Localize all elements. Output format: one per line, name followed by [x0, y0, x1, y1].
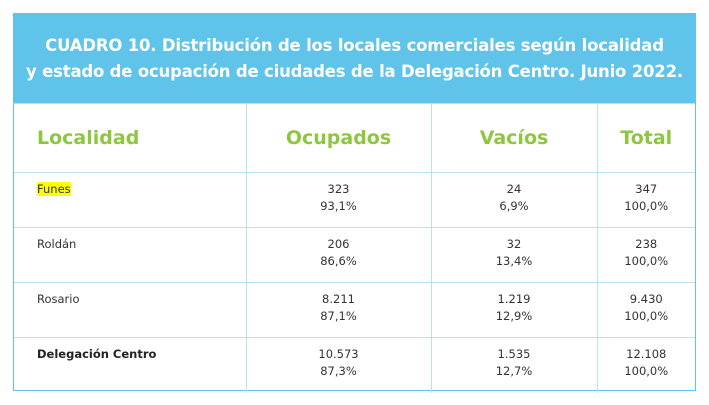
title-line-2: y estado de ocupación de ciudades de la …	[26, 61, 683, 81]
vacios-pct: 12,7%	[495, 364, 533, 378]
highlighted-localidad: Funes	[37, 182, 71, 196]
ocupados-value: 206	[327, 237, 350, 251]
ocupados-value: 323	[327, 182, 350, 196]
total-value: 347	[635, 182, 658, 196]
vacios-value: 32	[506, 237, 522, 251]
total-value: 238	[635, 237, 658, 251]
total-pct: 100,0%	[624, 254, 669, 268]
vacios-value: 1.535	[497, 347, 531, 361]
data-table: Localidad Ocupados Vacíos Total Funes 32…	[14, 103, 695, 393]
cell-total: 238 100,0%	[596, 227, 695, 283]
table-row: Rosario 8.211 87,1% 1.219 12,9% 9.430 100,0…	[14, 282, 695, 338]
table-row-total: Delegación Centro 10.573 87,3% 1.535 12,7%…	[14, 337, 695, 393]
header-total: Total	[596, 103, 695, 173]
cell-ocupados: 323 93,1%	[245, 172, 432, 228]
header-row: Localidad Ocupados Vacíos Total	[14, 103, 695, 173]
table-row: Roldán 206 86,6% 32 13,4% 238 100,0%	[14, 227, 695, 283]
ocupados-pct: 87,3%	[320, 364, 357, 378]
cell-total: 12.108 100,0%	[596, 337, 695, 393]
vacios-pct: 12,9%	[495, 309, 533, 323]
title-line-1: CUADRO 10. Distribución de los locales c…	[45, 35, 664, 55]
cell-vacios: 32 13,4%	[430, 227, 598, 283]
vacios-value: 1.219	[497, 292, 531, 306]
table-row: Funes 323 93,1% 24 6,9% 347 100,0%	[14, 172, 695, 228]
cell-localidad: Funes	[14, 172, 247, 228]
cell-total: 9.430 100,0%	[596, 282, 695, 338]
total-pct: 100,0%	[624, 199, 669, 213]
table-frame: CUADRO 10. Distribución de los locales c…	[13, 13, 696, 393]
cell-ocupados: 206 86,6%	[245, 227, 432, 283]
cell-localidad: Delegación Centro	[14, 337, 247, 393]
cell-ocupados: 8.211 87,1%	[245, 282, 432, 338]
ocupados-pct: 93,1%	[320, 199, 357, 213]
cell-localidad: Roldán	[14, 227, 247, 283]
cell-vacios: 1.535 12,7%	[430, 337, 598, 393]
vacios-value: 24	[506, 182, 522, 196]
vacios-pct: 6,9%	[499, 199, 529, 213]
ocupados-pct: 87,1%	[320, 309, 357, 323]
total-pct: 100,0%	[624, 364, 669, 378]
vacios-pct: 13,4%	[495, 254, 533, 268]
cell-vacios: 24 6,9%	[430, 172, 598, 228]
ocupados-value: 8.211	[322, 292, 355, 306]
total-pct: 100,0%	[624, 309, 669, 323]
cell-localidad: Rosario	[14, 282, 247, 338]
ocupados-value: 10.573	[318, 347, 359, 361]
header-ocupados: Ocupados	[245, 103, 432, 173]
total-value: 9.430	[629, 292, 663, 306]
cell-ocupados: 10.573 87,3%	[245, 337, 432, 393]
total-value: 12.108	[626, 347, 667, 361]
table-title: CUADRO 10. Distribución de los locales c…	[14, 14, 695, 103]
ocupados-pct: 86,6%	[320, 254, 357, 268]
cell-total: 347 100,0%	[596, 172, 695, 228]
header-vacios: Vacíos	[430, 103, 598, 173]
header-localidad: Localidad	[14, 103, 247, 173]
cell-vacios: 1.219 12,9%	[430, 282, 598, 338]
